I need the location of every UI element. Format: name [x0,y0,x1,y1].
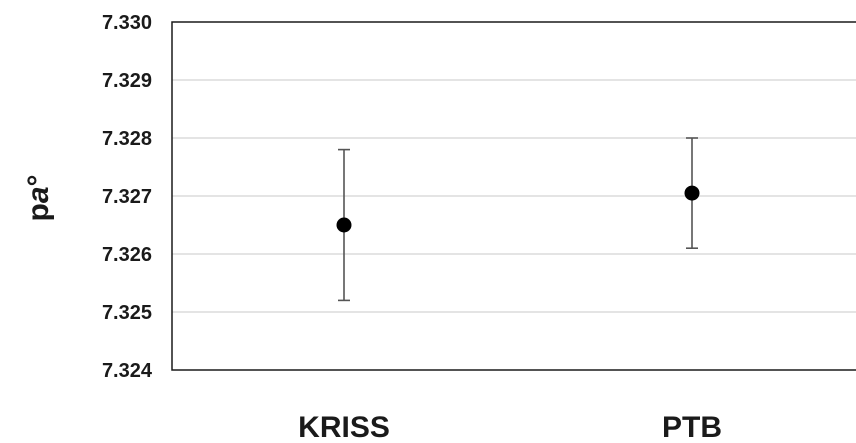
y-axis-title: pa° [22,174,55,221]
x-category-label: KRISS [298,411,390,443]
y-tick-label: 7.325 [102,302,152,324]
data-point [684,185,700,201]
data-marks [336,137,700,302]
x-axis-categories: KRISS PTB [298,411,722,443]
y-tick-label: 7.326 [102,244,152,266]
y-tick-label: 7.324 [102,360,153,382]
gridlines [172,79,856,313]
y-tick-label: 7.330 [102,12,152,34]
y-tick-label: 7.328 [102,128,152,150]
x-category-label: PTB [662,411,722,443]
data-point [336,217,352,233]
y-tick-label: 7.327 [102,186,152,208]
y-axis-ticks: 7.324 7.325 7.326 7.327 7.328 7.329 7.330 [102,12,153,382]
y-tick-label: 7.329 [102,70,152,92]
plot-area-frame [171,21,856,371]
